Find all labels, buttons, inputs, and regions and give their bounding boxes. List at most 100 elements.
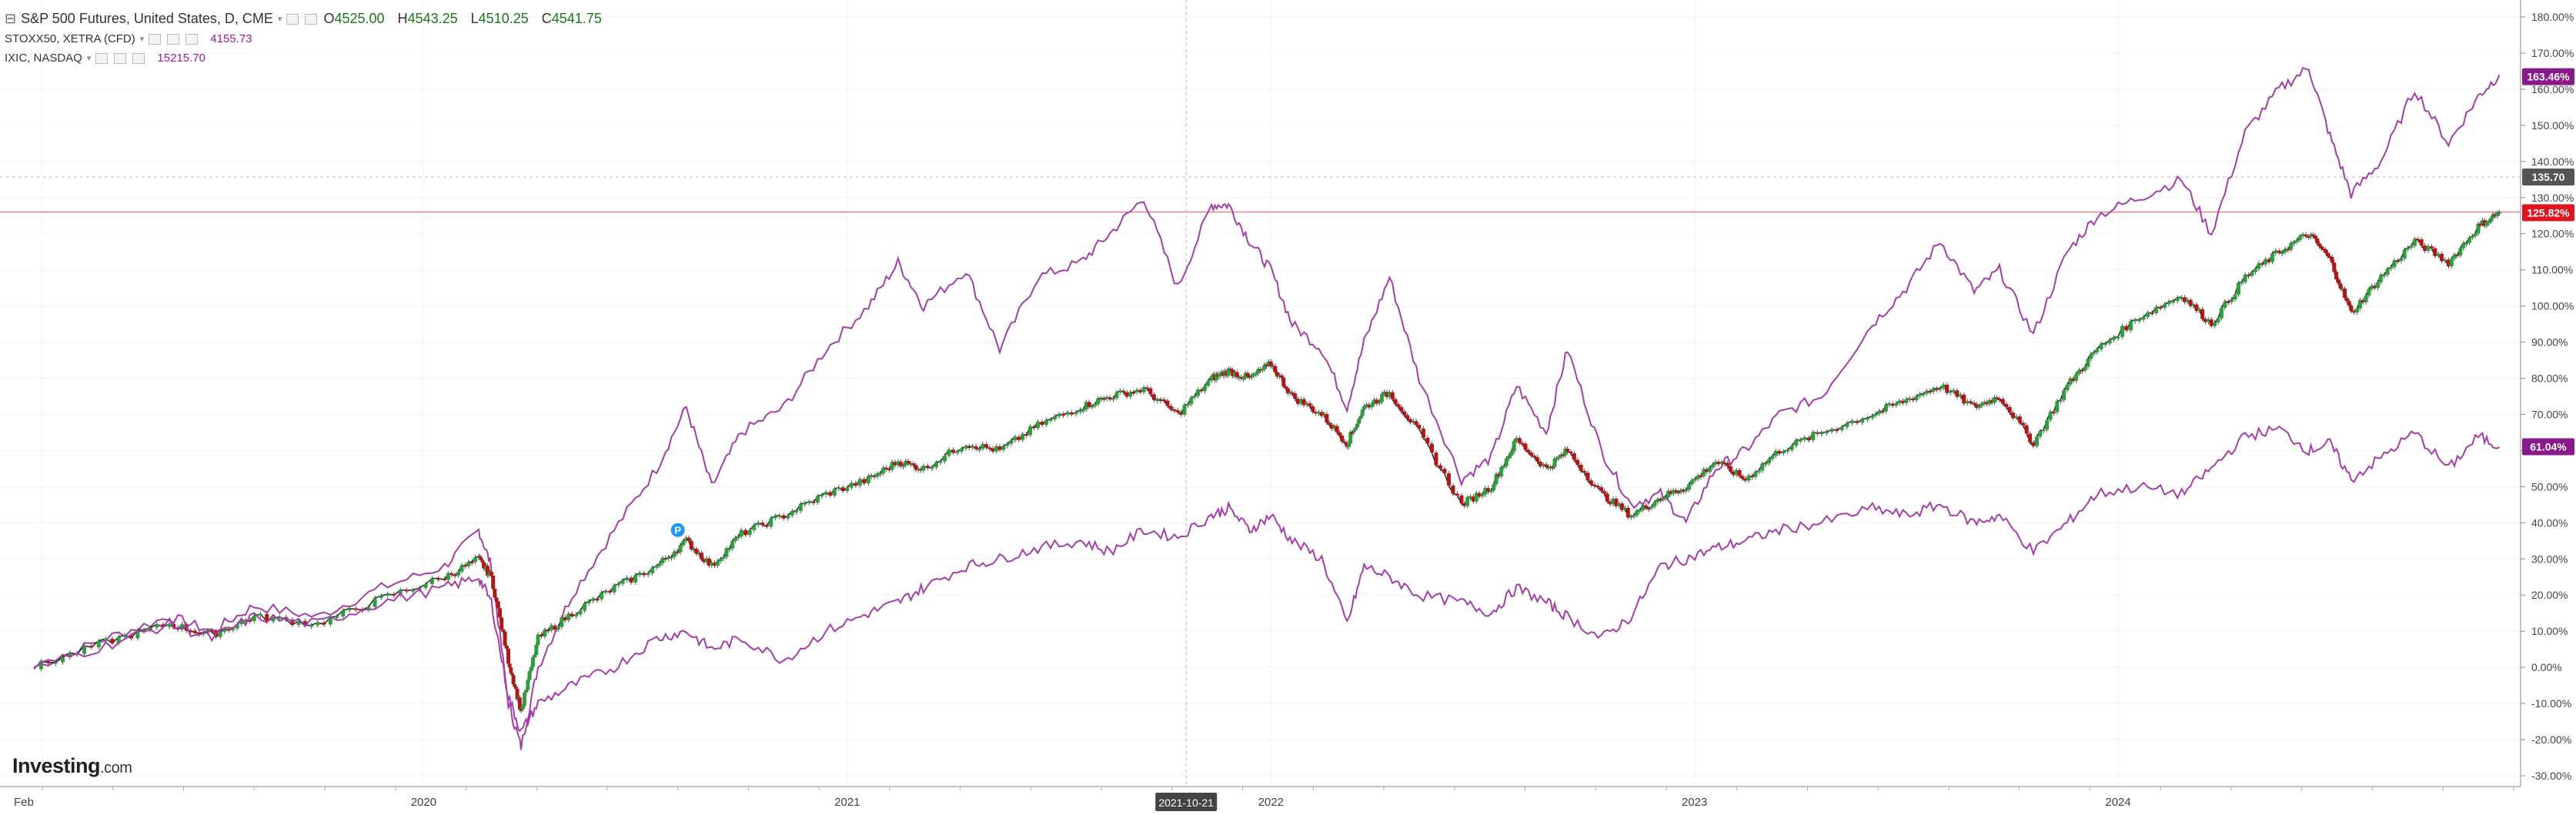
series-close-line xyxy=(33,211,2500,710)
candle-body xyxy=(2103,343,2108,346)
eye-icon[interactable] xyxy=(149,33,162,45)
candle-body xyxy=(1009,440,1014,444)
candle-body xyxy=(678,545,683,553)
close-icon[interactable] xyxy=(185,33,199,45)
candle-body xyxy=(366,606,371,610)
candle-body xyxy=(1228,369,1233,371)
candle-body xyxy=(911,463,916,466)
close-icon[interactable] xyxy=(132,52,145,64)
candle-body xyxy=(513,684,517,687)
settings-icon[interactable] xyxy=(167,33,180,45)
candle-body xyxy=(2021,423,2026,426)
candle-body xyxy=(1273,366,1278,372)
candle-body xyxy=(1355,423,1360,428)
candle-body xyxy=(2286,249,2290,251)
candle-body xyxy=(1605,493,1609,502)
settings-icon[interactable] xyxy=(286,13,299,25)
event-marker[interactable]: P xyxy=(669,521,687,539)
candle-body xyxy=(341,610,346,617)
close-icon[interactable] xyxy=(305,13,318,25)
candle-body xyxy=(2340,289,2345,291)
candle-body xyxy=(2497,212,2501,214)
candle-body xyxy=(1288,392,1292,394)
candle-body xyxy=(497,608,502,618)
candle-body xyxy=(526,680,530,690)
candle-body xyxy=(1569,451,1573,454)
candle-body xyxy=(964,446,968,449)
candle-body xyxy=(473,557,478,563)
candle-body xyxy=(1179,412,1184,415)
candle-body xyxy=(2083,366,2087,371)
candle-body xyxy=(2436,253,2441,256)
candle-body xyxy=(893,462,897,466)
candle-body xyxy=(1585,473,1590,481)
candle-body xyxy=(2476,223,2481,234)
settings-icon[interactable] xyxy=(114,52,127,64)
candle-body xyxy=(2280,252,2284,255)
candle-body xyxy=(530,657,535,667)
candle-body xyxy=(2426,246,2431,251)
candle-body xyxy=(1243,372,1248,379)
candle-body xyxy=(1327,423,1331,426)
candle-body xyxy=(252,615,256,621)
candle-body xyxy=(1438,465,1442,469)
candle-body xyxy=(2267,259,2271,262)
candle-body xyxy=(82,646,87,654)
candle-body xyxy=(2319,246,2324,249)
y-axis[interactable]: 180.00% 170.00% 160.00% 150.00% 140.00% 130.0… xyxy=(2520,0,2574,787)
candle-body xyxy=(1911,398,1916,400)
candle-body xyxy=(1065,413,1070,415)
candle-body xyxy=(769,518,773,527)
candle-body xyxy=(2336,279,2340,284)
candle-body xyxy=(1342,441,1347,443)
candle-body xyxy=(1104,397,1109,399)
candle-body xyxy=(1148,388,1153,395)
candle-body xyxy=(2283,249,2287,253)
collapse-icon[interactable]: ⊟ xyxy=(5,11,17,26)
candle-body xyxy=(815,496,820,503)
candle-body xyxy=(2480,220,2484,225)
candle-body xyxy=(921,466,926,471)
candle-body xyxy=(46,661,51,663)
candle-body xyxy=(1649,506,1654,509)
compare-value: 4155.73 xyxy=(210,32,252,45)
candle-body xyxy=(2146,312,2150,317)
candle-body xyxy=(694,549,699,554)
candle-body xyxy=(930,467,934,469)
candle-body xyxy=(646,573,650,576)
candle-body xyxy=(1687,484,1692,490)
candle-body xyxy=(1013,436,1017,441)
candle-body xyxy=(259,613,263,616)
candle-body xyxy=(1260,369,1265,371)
candle-body xyxy=(1185,404,1190,406)
y-tick-label: 70.00% xyxy=(2531,408,2568,420)
candle-body xyxy=(1529,452,1534,456)
chevron-down-icon[interactable]: ▾ xyxy=(86,54,92,63)
candle-body xyxy=(1114,392,1119,399)
candle-body xyxy=(2055,401,2060,413)
candle-body xyxy=(1563,449,1568,456)
candle-body xyxy=(2141,316,2146,320)
candle-body xyxy=(1099,398,1104,400)
candle-body xyxy=(566,613,571,620)
candle-body xyxy=(898,461,903,466)
candle-body xyxy=(493,588,497,598)
candle-body xyxy=(235,624,239,629)
chevron-down-icon[interactable]: ▾ xyxy=(139,35,145,44)
candle-body xyxy=(1671,490,1676,494)
candle-body xyxy=(1608,501,1612,505)
eye-icon[interactable] xyxy=(95,52,109,64)
candle-body xyxy=(2116,336,2120,339)
candle-body xyxy=(2200,309,2205,319)
candle-body xyxy=(1794,439,1799,446)
candle-body xyxy=(760,523,765,526)
candle-body xyxy=(1044,419,1049,425)
candle-body xyxy=(1277,375,1281,377)
candle-body xyxy=(1499,467,1504,477)
candle-body xyxy=(715,561,720,566)
candle-body xyxy=(1974,404,1979,409)
chevron-down-icon[interactable]: ▾ xyxy=(277,15,282,24)
x-axis[interactable]: Feb 2020 2021 2022 2023 2024 2021-10-21 xyxy=(0,786,2521,811)
candle-body xyxy=(1535,456,1539,462)
